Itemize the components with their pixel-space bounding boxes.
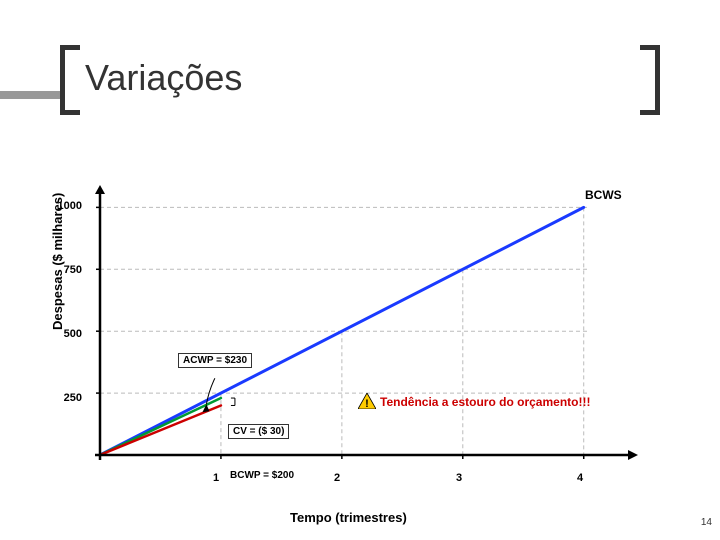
y-axis-label: Despesas ($ milhares) <box>50 193 65 330</box>
title-bracket-right <box>640 45 660 115</box>
warning-icon: ! <box>358 393 376 409</box>
x-tick-3: 3 <box>449 472 469 484</box>
title-bracket-left <box>60 45 80 115</box>
tendency-text: Tendência a estouro do orçamento!!! <box>380 395 590 409</box>
y-tick-750: 750 <box>42 264 82 276</box>
cv-label: CV = ($ 30) <box>228 424 289 439</box>
page-title: Variações <box>85 57 242 99</box>
acwp-label: ACWP = $230 <box>178 353 252 368</box>
y-tick-250: 250 <box>42 392 82 404</box>
x-axis-label: Tempo (trimestres) <box>290 510 407 525</box>
bcwp-label: BCWP = $200 <box>230 470 294 481</box>
title-accent-bar <box>0 91 60 99</box>
bcws-label: BCWS <box>585 188 622 202</box>
svg-text:!: ! <box>365 398 369 409</box>
chart-svg <box>85 185 640 485</box>
page-number: 14 <box>701 517 712 528</box>
title-area: Variações <box>60 45 660 115</box>
x-tick-1: 1 <box>206 472 226 484</box>
x-tick-4: 4 <box>570 472 590 484</box>
x-tick-2: 2 <box>327 472 347 484</box>
y-tick-500: 500 <box>42 328 82 340</box>
chart-area <box>85 185 640 485</box>
y-tick-1000: 1000 <box>42 200 82 212</box>
